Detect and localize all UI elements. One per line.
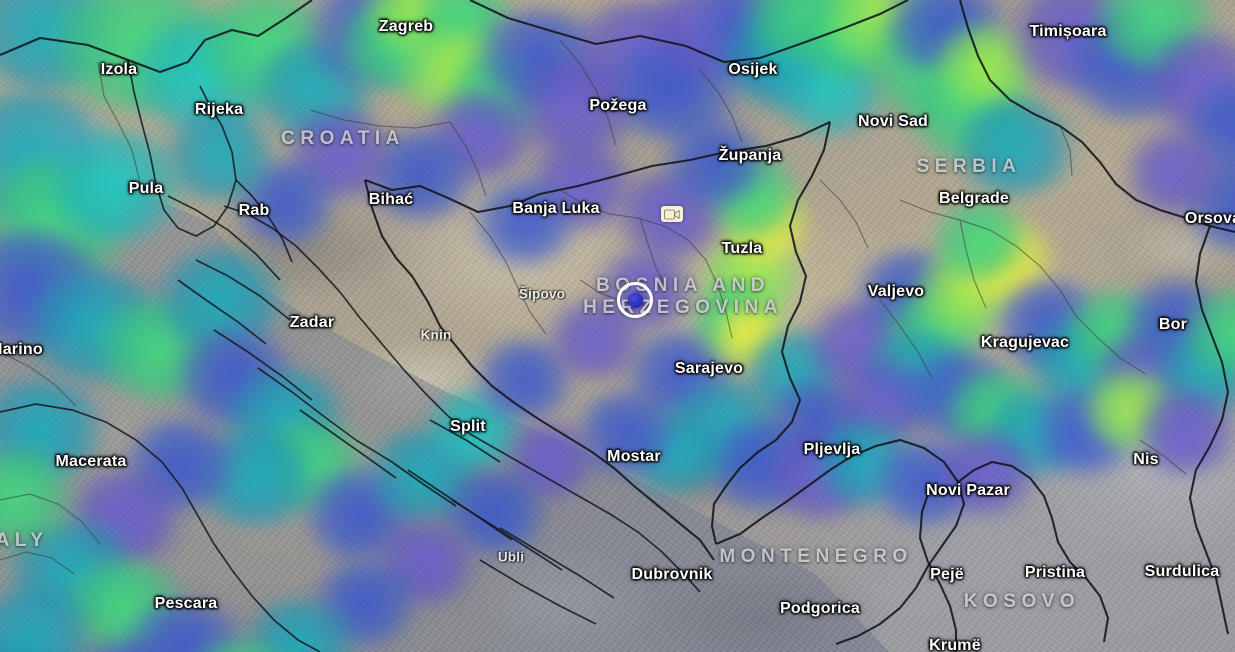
city-label-osijek[interactable]: Osijek [728,61,778,78]
country-label-croatia: CROATIA [281,128,405,150]
country-label-line: KOSOVO [963,591,1081,612]
city-label-valjevo[interactable]: Valjevo [867,283,925,300]
precip-cell [160,110,280,200]
country-label-montenegro: MONTENEGRO [719,546,912,568]
country-label-kosovo: KOSOVO [964,591,1080,613]
city-label-zadar[interactable]: Zadar [289,314,335,331]
city-label-timi-oara[interactable]: Timișoara [1029,23,1107,40]
location-dot [627,292,643,308]
city-label-sarajevo[interactable]: Sarajevo [674,360,744,377]
city-label--ipovo[interactable]: Šipovo [518,286,566,302]
city-label--upanja[interactable]: Županja [718,147,782,164]
precip-cell [470,180,580,265]
city-label-macerata[interactable]: Macerata [55,453,127,470]
city-label-pljevlja[interactable]: Pljevlja [803,441,861,458]
city-label-kragujevac[interactable]: Kragujevac [980,334,1070,351]
city-label-zagreb[interactable]: Zagreb [378,18,434,35]
city-label-banja-luka[interactable]: Banja Luka [512,200,600,217]
precip-cell [1130,390,1235,475]
city-label-pescara[interactable]: Pescara [154,595,218,612]
webcam-icon[interactable] [661,206,683,222]
country-label-serbia: SERBIA [917,156,1022,178]
city-label-split[interactable]: Split [450,418,486,435]
country-label-italy: ALY [0,530,48,552]
city-label-krum-[interactable]: Krumë [929,637,981,652]
city-label-belgrade[interactable]: Belgrade [938,190,1010,207]
city-label-surdulica[interactable]: Surdulica [1144,563,1220,580]
city-label-dubrovnik[interactable]: Dubrovnik [631,566,713,583]
country-label-bosnia-and-herzegovina: BOSNIA AND HERZEGOVINA [583,275,783,319]
city-label-rab[interactable]: Rab [238,202,270,219]
country-label-line: BOSNIA AND [596,275,770,297]
precip-cell [950,100,1080,195]
city-label-po-ega[interactable]: Požega [589,97,647,114]
city-label-pula[interactable]: Pula [128,180,164,197]
city-label-izola[interactable]: Izola [100,61,138,78]
city-label-rijeka[interactable]: Rijeka [194,101,244,118]
precip-cell [930,200,1030,280]
city-label-biha-[interactable]: Bihać [368,191,414,208]
city-label-novi-sad[interactable]: Novi Sad [857,113,929,130]
city-label-pristina[interactable]: Pristina [1024,564,1086,581]
city-label-novi-pazar[interactable]: Novi Pazar [926,482,1010,499]
city-label-nis[interactable]: Nis [1133,451,1159,468]
country-label-line: ALY [0,530,49,551]
country-label-line: SERBIA [916,156,1022,177]
city-label-bor[interactable]: Bor [1158,316,1188,333]
city-label-ubli[interactable]: Ubli [497,549,525,565]
country-label-line: HERZEGOVINA [583,297,783,318]
city-label-tuzla[interactable]: Tuzla [721,240,763,257]
selected-location-marker[interactable] [617,282,653,318]
city-label-marino[interactable]: Marino [0,341,43,358]
city-label-pej-[interactable]: Pejë [930,566,964,583]
city-label-podgorica[interactable]: Podgorica [779,600,861,617]
country-label-line: MONTENEGRO [719,546,913,567]
country-label-line: CROATIA [281,128,405,149]
city-label-knin[interactable]: Knin [420,327,452,343]
city-label-mostar[interactable]: Mostar [607,448,661,465]
city-label-orsova[interactable]: Orsova [1184,210,1235,227]
